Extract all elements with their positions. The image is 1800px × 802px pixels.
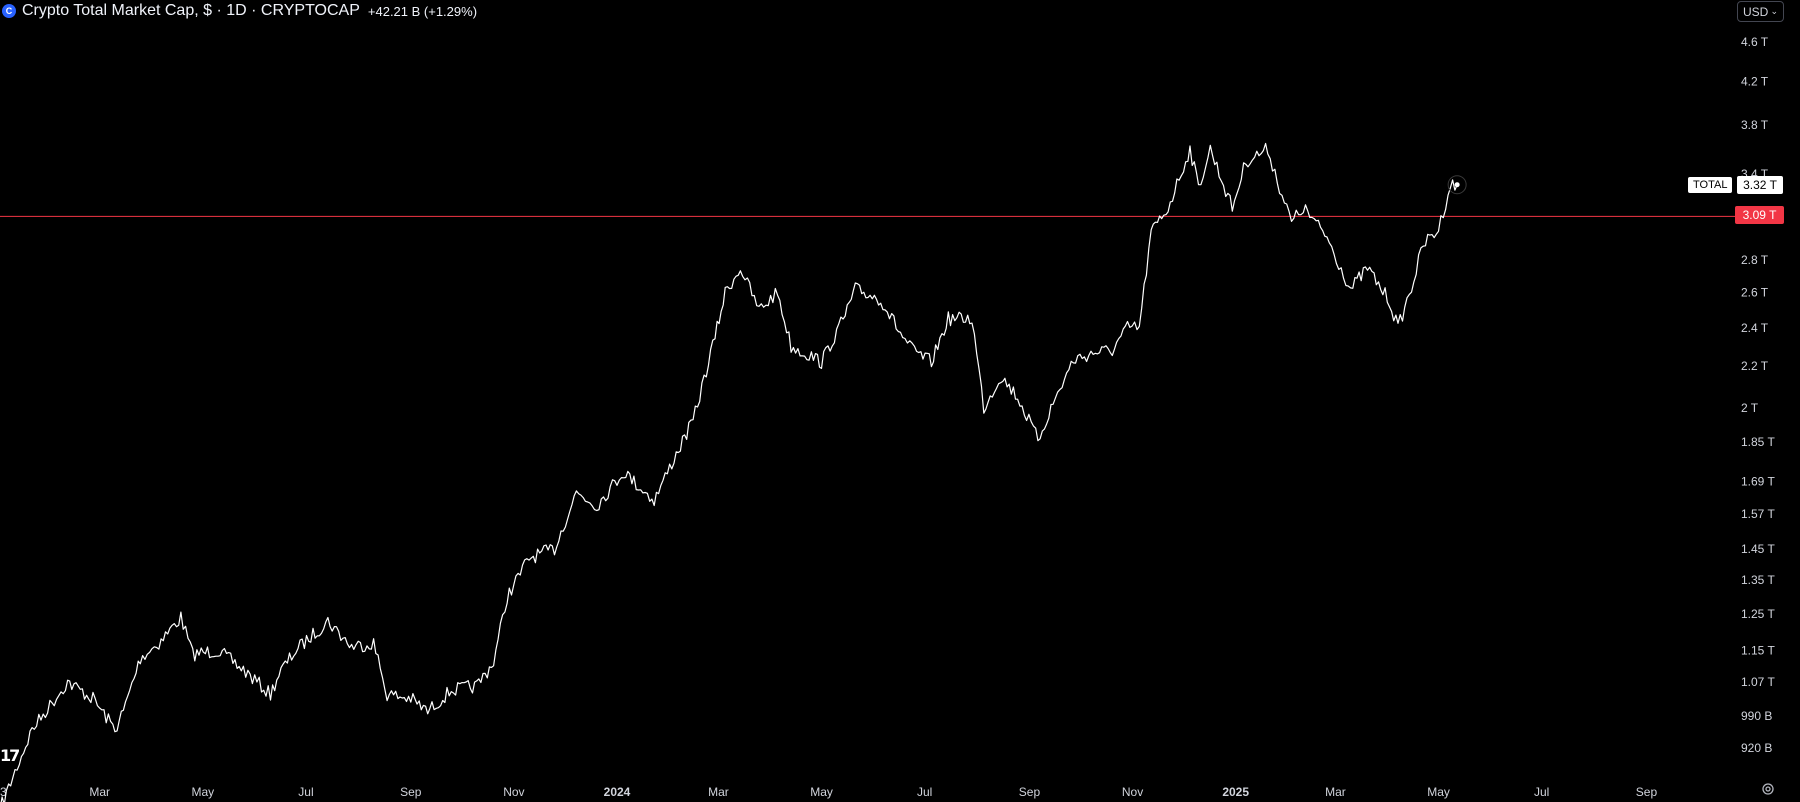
currency-label: USD <box>1743 4 1769 19</box>
x-tick-label: Jul <box>917 785 932 799</box>
price-change: +42.21 B (+1.29%) <box>367 3 478 19</box>
x-tick-label: Mar <box>89 785 110 799</box>
x-tick-label: Nov <box>503 785 524 799</box>
x-axis: 23 Mar May Jul Sep Nov 2024 Mar May Jul Sep Nov 2025… <box>0 785 1657 799</box>
x-tick-label: 23 <box>0 785 7 799</box>
x-tick-label: Jul <box>298 785 313 799</box>
chart-header[interactable]: C Crypto Total Market Cap, $ · 1D · CRYP… <box>0 0 486 22</box>
total-series-line <box>0 142 1458 802</box>
x-tick-label: Sep <box>400 785 422 799</box>
x-tick-label: 2025 <box>1222 785 1249 799</box>
y-tick-label: 1.35 T <box>1741 573 1775 587</box>
x-tick-label: Jul <box>1534 785 1549 799</box>
y-axis: 4.6 T4.2 T3.8 T3.4 T2.8 T2.6 T2.4 T2.2 T… <box>1741 35 1775 755</box>
currency-selector[interactable]: USD ⌄ <box>1737 1 1784 22</box>
tradingview-logo-icon[interactable]: 17 <box>0 746 20 765</box>
y-tick-label: 1.15 T <box>1741 643 1775 657</box>
y-tick-label: 1.25 T <box>1741 607 1775 621</box>
x-tick-label: 2024 <box>604 785 631 799</box>
y-tick-label: 2.2 T <box>1741 359 1769 373</box>
y-tick-label: 990 B <box>1741 709 1772 723</box>
gear-icon[interactable] <box>1761 782 1775 796</box>
chevron-down-icon: ⌄ <box>1770 6 1778 16</box>
last-price-pulse-ring <box>1447 175 1467 195</box>
y-tick-label: 3.8 T <box>1741 118 1769 132</box>
series-name-badge: TOTAL <box>1688 177 1733 193</box>
y-tick-label: 1.69 T <box>1741 475 1775 489</box>
last-price-marker <box>1454 182 1460 188</box>
y-tick-label: 1.07 T <box>1741 675 1775 689</box>
y-tick-label: 2.4 T <box>1741 321 1769 335</box>
y-tick-label: 1.57 T <box>1741 507 1775 521</box>
y-tick-label: 920 B <box>1741 741 1772 755</box>
y-tick-label: 2 T <box>1741 401 1759 415</box>
x-tick-label: Mar <box>708 785 729 799</box>
x-tick-label: May <box>810 785 833 799</box>
x-tick-label: Sep <box>1636 785 1658 799</box>
x-tick-label: Nov <box>1122 785 1143 799</box>
last-value-badge: 3.32 T <box>1737 176 1783 194</box>
x-tick-label: Mar <box>1325 785 1346 799</box>
x-tick-label: Sep <box>1019 785 1041 799</box>
y-tick-label: 2.8 T <box>1741 253 1769 267</box>
x-tick-label: May <box>1427 785 1450 799</box>
crypto-cap-logo-icon: C <box>2 4 16 18</box>
y-tick-label: 1.85 T <box>1741 435 1775 449</box>
reference-value-badge: 3.09 T <box>1735 206 1784 224</box>
x-tick-label: May <box>192 785 215 799</box>
symbol-title[interactable]: Crypto Total Market Cap, $ · 1D · CRYPTO… <box>22 2 360 19</box>
y-tick-label: 4.2 T <box>1741 75 1769 89</box>
y-tick-label: 1.45 T <box>1741 542 1775 556</box>
y-tick-label: 4.6 T <box>1741 35 1769 49</box>
y-tick-label: 2.6 T <box>1741 286 1769 300</box>
